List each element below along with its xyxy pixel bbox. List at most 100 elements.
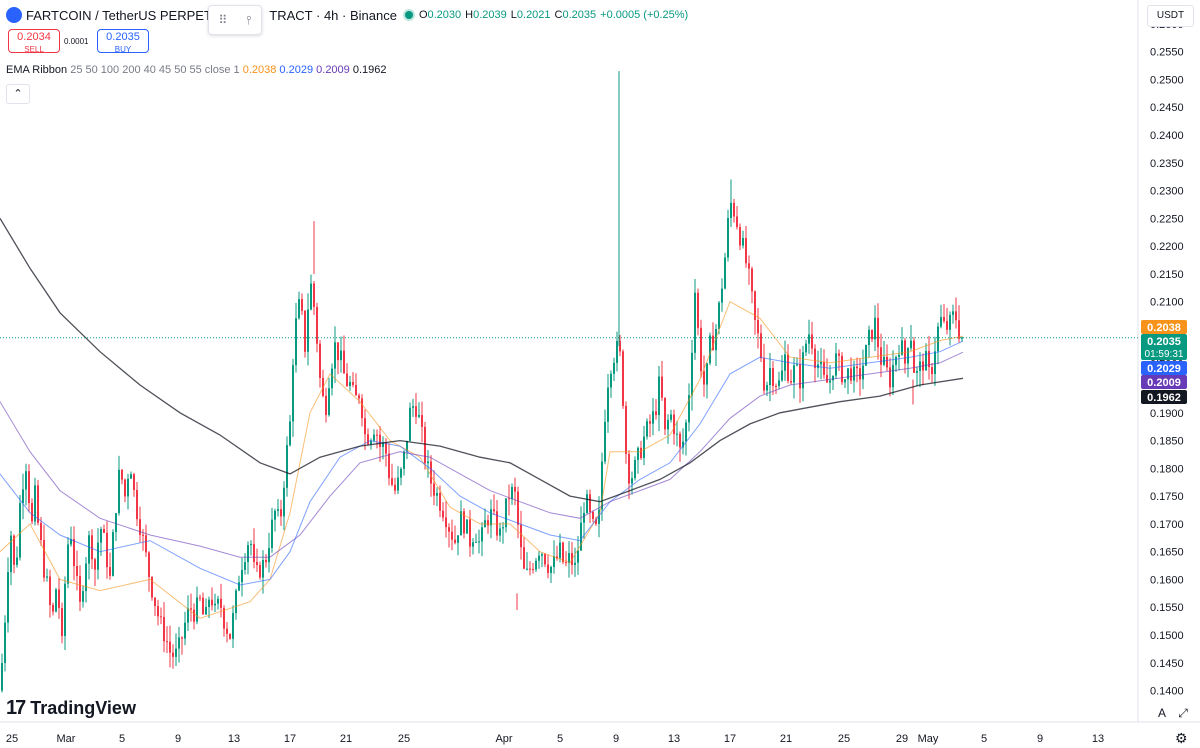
- price-axis-tick: 0.2400: [1150, 130, 1184, 142]
- candle-body: [394, 484, 396, 491]
- candle-body: [235, 590, 237, 613]
- candle-body: [736, 216, 738, 228]
- candle-body: [85, 563, 87, 592]
- candle-body: [265, 560, 267, 563]
- sell-button[interactable]: 0.2034 SELL: [8, 29, 60, 54]
- time-axis-tick: 13: [668, 733, 680, 745]
- candle-body: [820, 361, 822, 365]
- price-label: 0.2009: [1147, 377, 1181, 389]
- candle-body: [775, 385, 777, 387]
- ohlc-close: 0.2035: [562, 9, 597, 21]
- candle-body: [460, 511, 462, 536]
- candle-body: [103, 529, 105, 533]
- candle-body: [556, 556, 558, 559]
- auto-scale-button[interactable]: A: [1157, 706, 1166, 720]
- candle-body: [259, 565, 261, 578]
- price-label: 0.2038: [1147, 322, 1181, 334]
- candle-body: [889, 367, 891, 388]
- candle-body: [214, 603, 216, 606]
- candle-body: [493, 509, 495, 512]
- candle-body: [790, 381, 792, 383]
- price-axis-tick: 0.2200: [1150, 241, 1184, 253]
- candle-body: [151, 577, 153, 598]
- candle-body: [688, 395, 690, 423]
- candle-body: [850, 368, 852, 381]
- candle-body: [616, 340, 618, 363]
- candle-body: [487, 520, 489, 526]
- candle-body: [886, 356, 888, 368]
- candle-body: [271, 519, 273, 549]
- candle-style-icon[interactable]: ⫯: [246, 12, 252, 27]
- candle-body: [619, 340, 621, 352]
- candle-body: [160, 616, 162, 618]
- candle-body: [73, 538, 75, 567]
- candle-body: [472, 542, 474, 547]
- candle-body: [409, 407, 411, 441]
- candle-body: [16, 557, 18, 565]
- candle-body: [52, 604, 54, 612]
- candle-body: [814, 348, 816, 368]
- candle-body: [205, 607, 207, 615]
- candle-body: [1, 662, 3, 691]
- candle-body: [334, 342, 336, 369]
- candle-body: [220, 598, 222, 608]
- lock-scale-button[interactable]: ⤢: [1175, 705, 1191, 721]
- candle-body: [208, 599, 210, 608]
- candle-body: [88, 535, 90, 564]
- candle-body: [55, 589, 57, 612]
- settings-gear-icon[interactable]: ⚙: [1175, 730, 1188, 746]
- indicator-value-4: 0.1962: [352, 64, 387, 76]
- candle-body: [958, 320, 960, 339]
- currency-selector[interactable]: USDT: [1147, 5, 1194, 27]
- candle-body: [808, 334, 810, 344]
- candle-body: [520, 524, 522, 548]
- candle-body: [382, 442, 384, 447]
- candle-body: [403, 451, 405, 469]
- floating-toolbar[interactable]: ⠿ ⫯: [208, 5, 262, 35]
- symbol-title[interactable]: FARTCOIN / TetherUS PERPETU: [26, 7, 222, 23]
- candle-body: [46, 576, 48, 578]
- candle-body: [562, 542, 564, 563]
- candle-body: [82, 591, 84, 602]
- candle-body: [826, 374, 828, 383]
- candle-body: [313, 283, 315, 307]
- candle-body: [373, 434, 375, 441]
- time-axis-tick: 25: [6, 733, 18, 745]
- candle-body: [514, 486, 516, 492]
- candle-body: [343, 350, 345, 374]
- candle-body: [829, 380, 831, 383]
- buy-price: 0.2035: [106, 31, 140, 43]
- candle-body: [511, 486, 513, 500]
- indicator-params: 25 50 100 200 40 45 50 55 close 1: [70, 64, 240, 76]
- candle-body: [277, 509, 279, 511]
- candle-body: [739, 227, 741, 246]
- candle-body: [721, 288, 723, 303]
- candle-body: [928, 350, 930, 368]
- time-axis-tick: 21: [340, 733, 352, 745]
- price-axis-tick: 0.2500: [1150, 74, 1184, 86]
- candle-body: [634, 460, 636, 479]
- candle-body: [223, 607, 225, 629]
- candle-body: [400, 468, 402, 478]
- price-label-bg: [1141, 375, 1187, 389]
- candle-body: [574, 562, 576, 565]
- candle-body: [805, 343, 807, 353]
- symbol-title-tail[interactable]: TRACT · 4h · Binance: [269, 7, 397, 23]
- time-axis-tick: 13: [1092, 733, 1104, 745]
- candle-body: [499, 528, 501, 536]
- market-status-icon: [404, 11, 413, 19]
- drag-handle-icon[interactable]: ⠿: [218, 13, 228, 27]
- collapse-legend-button[interactable]: ⌃: [6, 84, 30, 104]
- candle-body: [325, 395, 327, 415]
- buy-button[interactable]: 0.2035 BUY: [97, 29, 149, 54]
- candle-body: [787, 354, 789, 382]
- candle-body: [940, 316, 942, 327]
- candle-body: [934, 351, 936, 375]
- candle-body: [79, 575, 81, 602]
- candle-body: [655, 411, 657, 416]
- candle-body: [601, 461, 603, 510]
- candle-body: [763, 358, 765, 391]
- indicator-legend[interactable]: EMA Ribbon 25 50 100 200 40 45 50 55 clo…: [6, 64, 387, 76]
- candle-body: [778, 380, 780, 387]
